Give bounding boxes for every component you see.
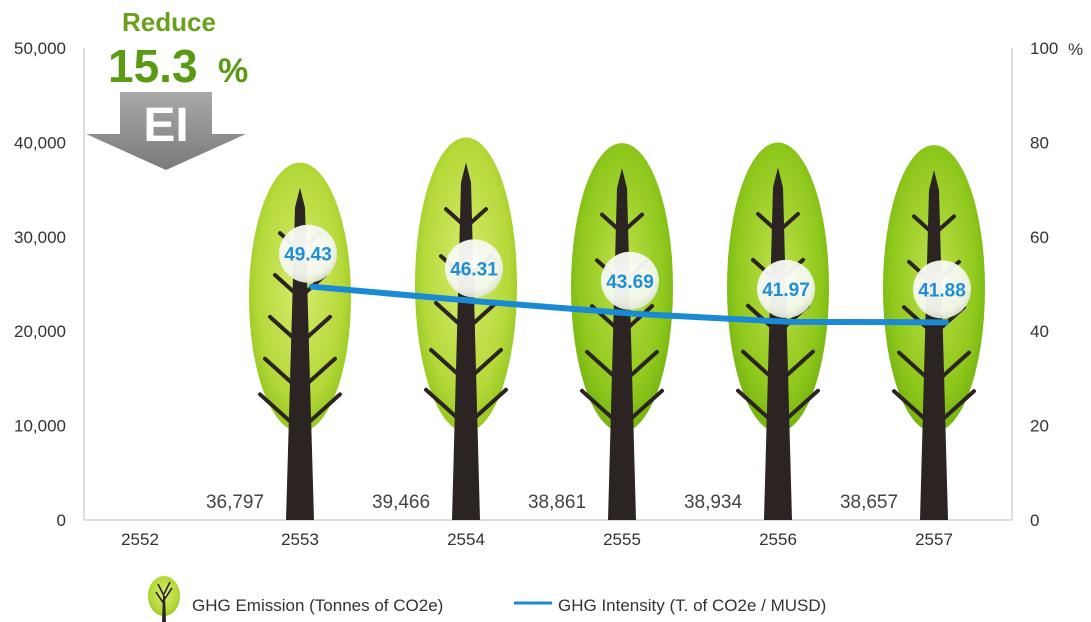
reduce-word: Reduce [122,7,216,37]
right-tick-label: 60 [1030,228,1049,247]
intensity-value-label: 43.69 [606,272,654,293]
right-axis-unit: % [1068,40,1083,59]
legend: GHG Emission (Tonnes of CO2e) GHG Intens… [148,576,826,622]
intensity-value-label: 41.88 [918,280,966,301]
reduce-value: 15.3 [108,40,198,92]
intensity-value-label: 46.31 [450,259,498,280]
left-tick-label: 30,000 [14,228,66,247]
tree-trunk [608,168,636,520]
tree-trunk [764,167,792,520]
intensity-value-label: 49.43 [284,245,332,266]
emission-value-label: 39,466 [372,492,430,513]
intensity-bubble [601,251,659,310]
tree-trunk [920,170,948,520]
emission-value-label: 38,934 [684,492,743,513]
intensity-bubble [757,259,815,318]
emission-tree-2557 [883,145,985,520]
x-axis-ticks: 2552 2553 2554 2555 2556 2557 [121,530,953,549]
left-tick-label: 0 [57,511,66,530]
left-tick-label: 10,000 [14,417,66,436]
emission-trees [249,137,985,520]
emission-tree-2554 [415,137,517,520]
intensity-series: 49.43 46.31 43.69 41.97 41.88 [279,224,971,326]
reduce-unit: % [218,52,248,90]
right-tick-label: 100 [1030,39,1058,58]
intensity-bubble [279,224,337,283]
left-tick-label: 40,000 [14,133,66,152]
emission-tree-2553 [249,162,351,520]
intensity-bubble [445,239,503,298]
x-tick-label: 2557 [915,530,953,549]
emission-value-label: 38,861 [528,492,586,513]
left-axis-ticks: 0 10,000 20,000 30,000 40,000 50,000 [14,39,66,530]
legend-emission-label: GHG Emission (Tonnes of CO2e) [192,596,443,615]
down-arrow-icon [86,92,246,170]
x-tick-label: 2552 [121,530,159,549]
legend-tree-icon [148,576,180,622]
emission-value-label: 38,657 [840,492,898,513]
x-tick-label: 2555 [603,530,641,549]
tree-trunk [286,187,314,520]
right-tick-label: 80 [1030,133,1049,152]
tree-branches [258,231,342,433]
left-tick-label: 50,000 [14,39,66,58]
intensity-bubble [913,260,971,319]
right-tick-label: 20 [1030,417,1049,436]
right-tick-label: 40 [1030,322,1049,341]
emission-value-labels: 36,797 39,466 38,861 38,934 38,657 [206,492,898,513]
intensity-line [309,283,949,326]
legend-intensity-label: GHG Intensity (T. of CO2e / MUSD) [558,596,826,615]
emission-tree-2556 [727,142,829,520]
reduce-badge: EI Reduce 15.3 % [86,7,248,170]
emission-value-label: 36,797 [206,492,264,513]
left-tick-label: 20,000 [14,322,66,341]
emission-tree-2555 [571,143,673,520]
intensity-value-label: 41.97 [762,280,810,301]
x-tick-label: 2556 [759,530,797,549]
x-tick-label: 2553 [281,530,319,549]
x-tick-label: 2554 [447,530,485,549]
right-axis-ticks: 0 20 40 60 80 100 [1030,39,1058,530]
right-tick-label: 0 [1030,511,1039,530]
ei-label: EI [143,99,188,152]
tree-trunk [452,162,480,520]
